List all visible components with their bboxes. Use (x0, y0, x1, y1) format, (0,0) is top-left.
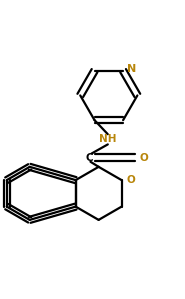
Text: O: O (127, 175, 135, 185)
Text: C: C (86, 153, 93, 163)
Text: O: O (139, 153, 148, 163)
Text: NH: NH (99, 134, 117, 144)
Text: N: N (127, 64, 136, 74)
